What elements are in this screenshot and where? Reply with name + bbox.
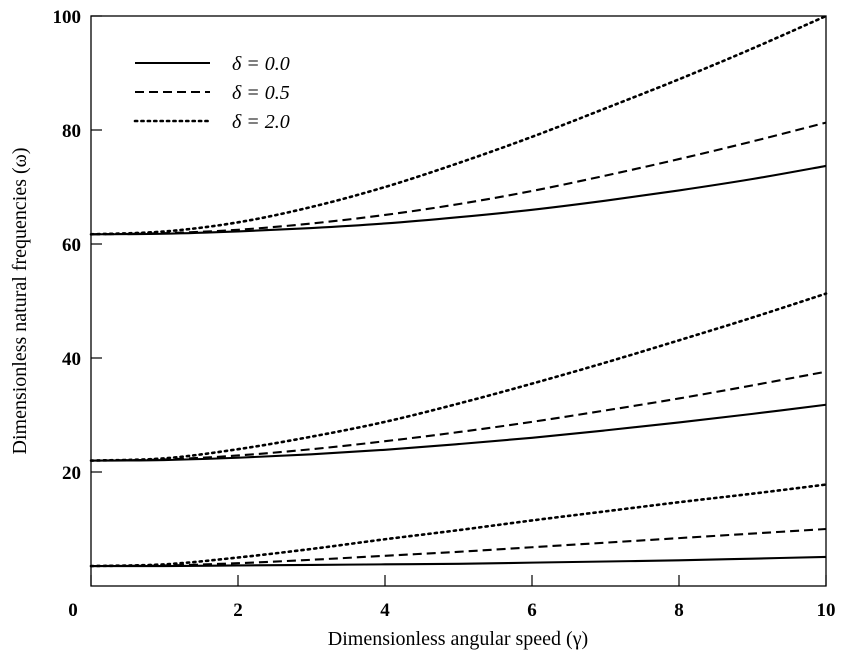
series-dotted-mode-2 [89, 292, 828, 462]
series-group [89, 14, 828, 568]
y-tick-label: 60 [62, 235, 81, 256]
x-tick-label: 8 [674, 600, 684, 621]
x-tick-label: 10 [817, 600, 836, 621]
series-dashed-mode-3 [90, 121, 827, 236]
x-axis-title: Dimensionless angular speed (γ) [328, 628, 588, 650]
x-tick-label: 2 [233, 600, 243, 621]
y-axis-title: Dimensionless natural frequencies (ω) [9, 148, 31, 455]
y-tick-label: 100 [53, 7, 82, 28]
series-dashed-mode-1 [90, 527, 827, 568]
series-solid-mode-2 [90, 403, 827, 462]
series-solid-mode-3 [90, 164, 827, 236]
plot-frame [90, 15, 827, 587]
series-dotted-mode-1 [89, 483, 828, 568]
x-tick-label: 4 [380, 600, 390, 621]
tick-labels: 0 2 4 6 8 10 20 40 60 80 100 [53, 7, 836, 621]
legend-label: δ = 0.5 [232, 82, 290, 104]
x-tick-label: 6 [527, 600, 537, 621]
series-dotted-mode-3 [89, 14, 828, 236]
legend: δ = 0.0 δ = 0.5 δ = 2.0 [133, 53, 290, 133]
axis-ticks [90, 15, 827, 586]
series-dashed-mode-2 [90, 370, 827, 462]
series-solid-mode-1 [90, 555, 827, 568]
y-tick-label: 80 [62, 121, 81, 142]
y-tick-label: 20 [62, 463, 81, 484]
y-tick-label: 40 [62, 349, 81, 370]
legend-label: δ = 2.0 [232, 111, 290, 133]
legend-label: δ = 0.0 [232, 53, 290, 75]
x-tick-label: 0 [68, 600, 78, 621]
